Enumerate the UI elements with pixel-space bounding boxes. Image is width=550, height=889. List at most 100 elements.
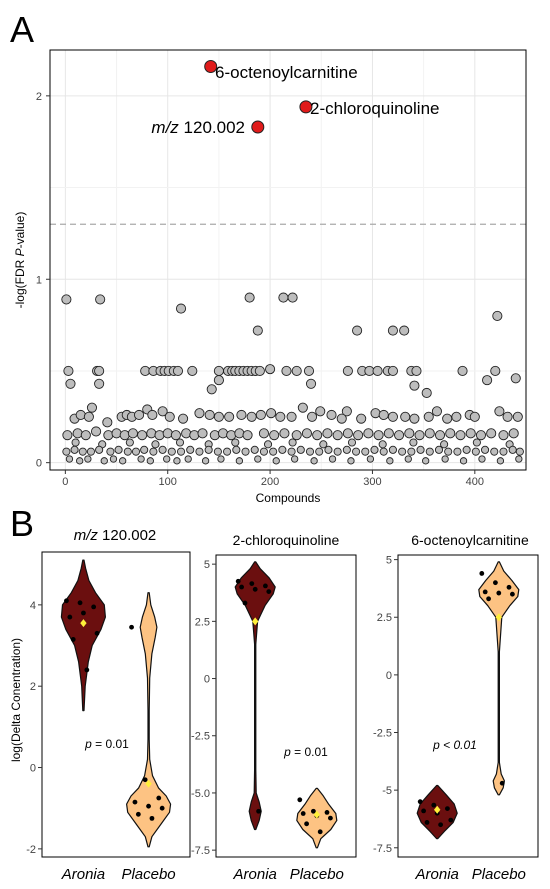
highlight-label-2-chloroquinoline-text: 2-chloroquinoline [310, 99, 439, 118]
scatter-point [341, 406, 352, 417]
violin-data-point [300, 811, 306, 816]
violin-data-point [479, 571, 485, 576]
scatter-point [324, 445, 333, 454]
violin-data-point [297, 797, 303, 803]
scatter-point [242, 430, 253, 441]
panel-a-plot-area [50, 50, 526, 470]
scatter-point [95, 294, 106, 305]
scatter-point [475, 430, 487, 441]
scatter-point [149, 447, 158, 456]
violin-group-label-placebo: Placebo [290, 866, 344, 883]
highlight-label-6-octenoylcarnitine: 6-octenoylcarnitine [215, 63, 358, 82]
scatter-point [255, 409, 266, 421]
scatter-point [265, 364, 276, 375]
scatter-point [111, 428, 122, 439]
violin-shape-aronia [234, 561, 276, 831]
violin-y-tick-label: -2.5 [373, 728, 392, 740]
pvalue-italic-mz-120: p [84, 737, 92, 751]
subplot-title-2-chloroquinoline: 2-chloroquinoline [233, 532, 340, 548]
scatter-point [499, 447, 508, 456]
violin-y-tick-label: 5 [386, 555, 392, 567]
highlighted-point [299, 100, 313, 114]
scatter-point [387, 325, 398, 336]
violin-data-point [84, 667, 90, 673]
scatter-point [83, 411, 94, 422]
scatter-point [361, 447, 370, 456]
scatter-point [137, 455, 145, 463]
violin-y-tick-label: -7.5 [191, 845, 210, 857]
violin-data-point [64, 598, 69, 604]
panel-a-x-tick-label: 100 [159, 476, 177, 488]
scatter-point [425, 447, 434, 456]
violin-data-point [438, 822, 443, 828]
scatter-point [342, 445, 351, 454]
violin-data-point [482, 589, 488, 595]
scatter-point [372, 365, 383, 377]
scatter-point [109, 455, 118, 463]
scatter-point [246, 411, 257, 422]
scatter-point [465, 428, 476, 439]
scatter-point [409, 380, 420, 391]
scatter-point [471, 447, 480, 456]
pvalue-label-2-chloroquinoline: p = 0.01 [283, 745, 328, 759]
scatter-point [76, 457, 84, 465]
scatter-point [352, 325, 363, 336]
panel-a-x-label: Compounds [256, 491, 321, 505]
violin-subplot-6-octenoylcarnitine: 6-octenoylcarnitine p < 0.01 -7.5 -5 -2.5 0… [373, 532, 539, 883]
scatter-point [158, 445, 167, 454]
violin-y-tick-label: 2.5 [377, 612, 392, 624]
scatter-point [170, 430, 181, 441]
scatter-point [303, 365, 315, 377]
scatter-point [492, 310, 503, 321]
scatter-point [286, 411, 297, 422]
scatter-point [162, 428, 173, 439]
violin-data-point [129, 624, 134, 630]
violin-data-point [417, 799, 423, 805]
panel-a-x-tick-label: 200 [261, 476, 279, 488]
violin-y-tick-label: -2 [26, 844, 36, 856]
violin-group-label-placebo: Placebo [472, 866, 526, 883]
violin-data-point [496, 590, 502, 596]
scatter-point [442, 413, 453, 424]
scatter-point [84, 455, 92, 463]
scatter-point [146, 457, 154, 465]
scatter-point [195, 447, 204, 456]
scatter-point [291, 430, 302, 441]
scatter-point [441, 455, 449, 463]
violin-y-tick-label: -2.5 [191, 731, 210, 743]
scatter-point [379, 447, 388, 456]
scatter-point [434, 445, 444, 454]
scatter-point [498, 430, 509, 441]
scatter-point [217, 455, 225, 463]
panel-a-gridlines [50, 50, 527, 470]
scatter-point [279, 428, 290, 439]
scatter-point [86, 402, 98, 413]
scatter-point [103, 430, 114, 441]
scatter-point [347, 457, 355, 465]
panel-a-x-tick-label: 300 [363, 476, 381, 488]
scatter-point [123, 447, 132, 456]
scatter-point [213, 375, 224, 386]
scatter-point [394, 430, 405, 441]
scatter-point [151, 440, 160, 449]
violin-data-point [499, 780, 505, 786]
scatter-point [387, 411, 398, 422]
violin-data-point [77, 600, 83, 606]
scatter-point [305, 447, 315, 456]
pvalue-italic-2-chloroquinoline: p [283, 745, 291, 759]
violin-data-point [486, 596, 491, 602]
scatter-point [236, 409, 247, 421]
violin-data-point [256, 808, 261, 814]
scatter-point [232, 445, 241, 454]
panel-a-highlighted-points [204, 60, 313, 134]
scatter-point [312, 430, 323, 441]
violin-mean-marker [495, 613, 502, 622]
scatter-point [102, 417, 113, 428]
scatter-point [65, 455, 74, 463]
scatter-point [423, 411, 434, 422]
scatter-point [512, 411, 523, 422]
scatter-point [278, 292, 289, 303]
scatter-point [399, 325, 410, 336]
violin-data-point [317, 829, 323, 835]
violin-y-tick-label: 0 [386, 670, 392, 682]
